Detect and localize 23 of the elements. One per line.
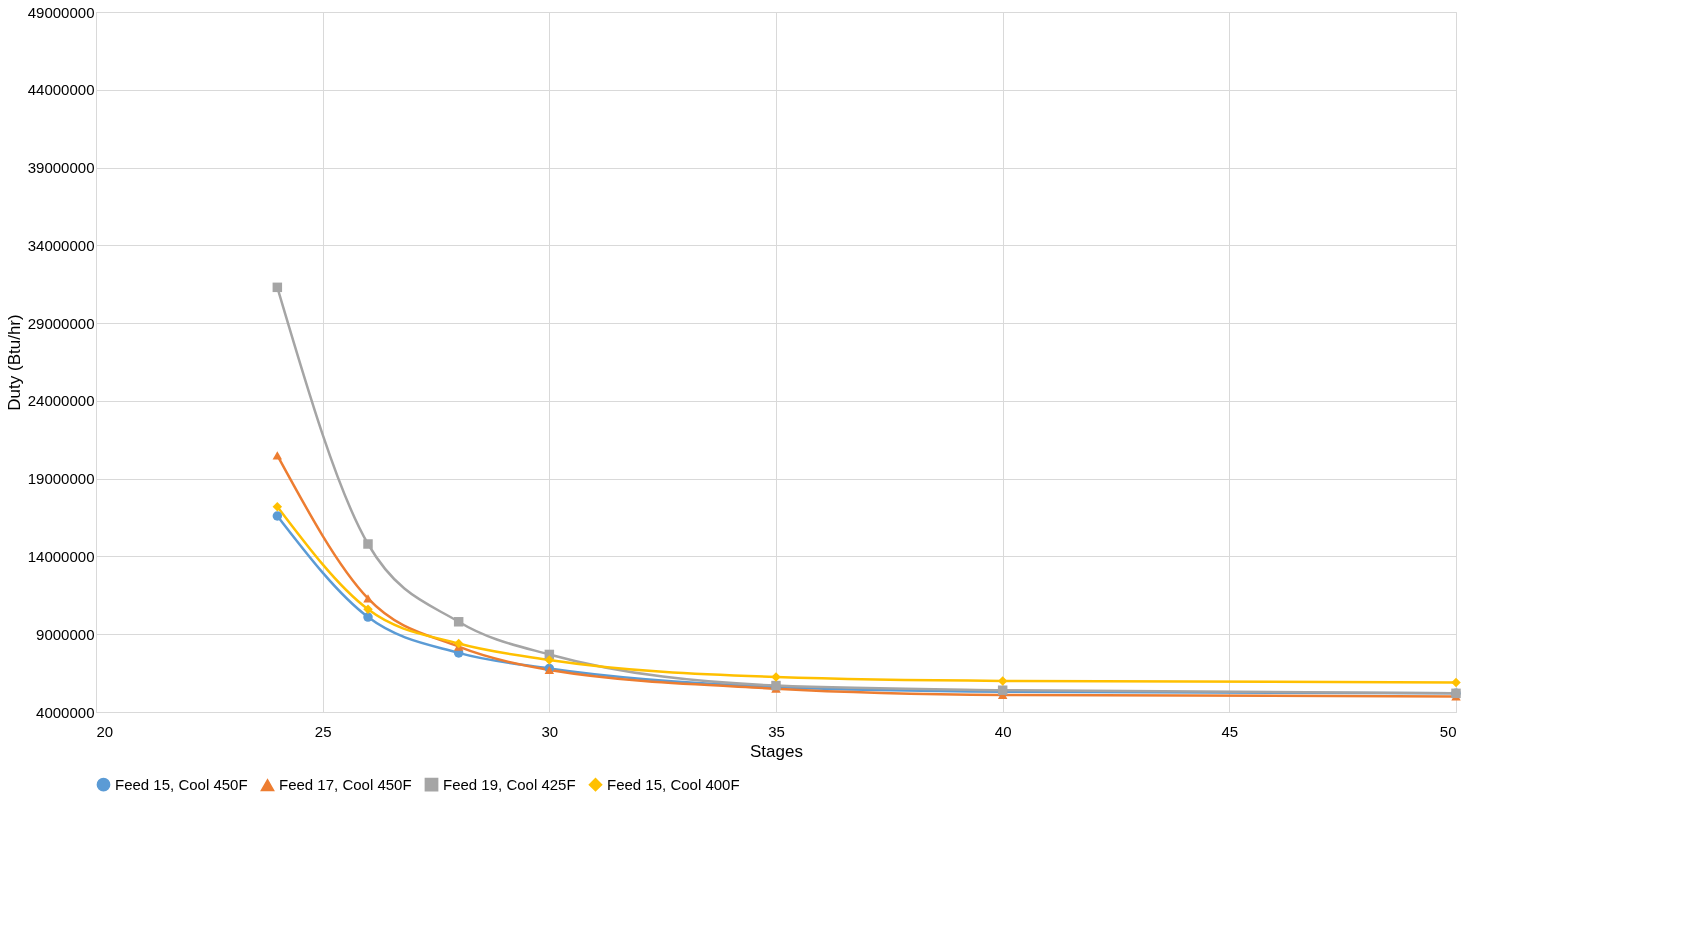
x-axis-title: Stages	[750, 741, 803, 761]
x-tick-label: 30	[541, 722, 559, 740]
legend-label: Feed 15, Cool 450F	[115, 775, 248, 793]
y-tick-label: 29000000	[27, 314, 95, 332]
y-tick-label: 4000000	[36, 703, 95, 721]
x-tick-label: 35	[768, 722, 785, 740]
y-tick-label: 49000000	[27, 3, 95, 21]
legend-label: Feed 19, Cool 425F	[443, 775, 576, 793]
y-axis-title: Duty (Btu/hr)	[4, 314, 24, 411]
legend-label: Feed 15, Cool 400F	[607, 775, 740, 793]
x-tick-label: 40	[994, 722, 1012, 740]
x-tick-label: 25	[314, 722, 332, 740]
y-tick-label: 19000000	[27, 470, 95, 488]
x-tick-label: 45	[1221, 722, 1239, 740]
y-tick-label: 24000000	[27, 392, 95, 410]
x-tick-label: 50	[1439, 722, 1457, 740]
y-tick-label: 44000000	[27, 81, 95, 99]
y-tick-label: 34000000	[27, 236, 95, 254]
y-tick-label: 39000000	[27, 159, 95, 177]
legend-label: Feed 17, Cool 450F	[279, 776, 412, 794]
y-tick-label: 14000000	[27, 547, 95, 565]
y-tick-label: 9000000	[36, 625, 95, 643]
x-tick-label: 20	[96, 722, 114, 740]
